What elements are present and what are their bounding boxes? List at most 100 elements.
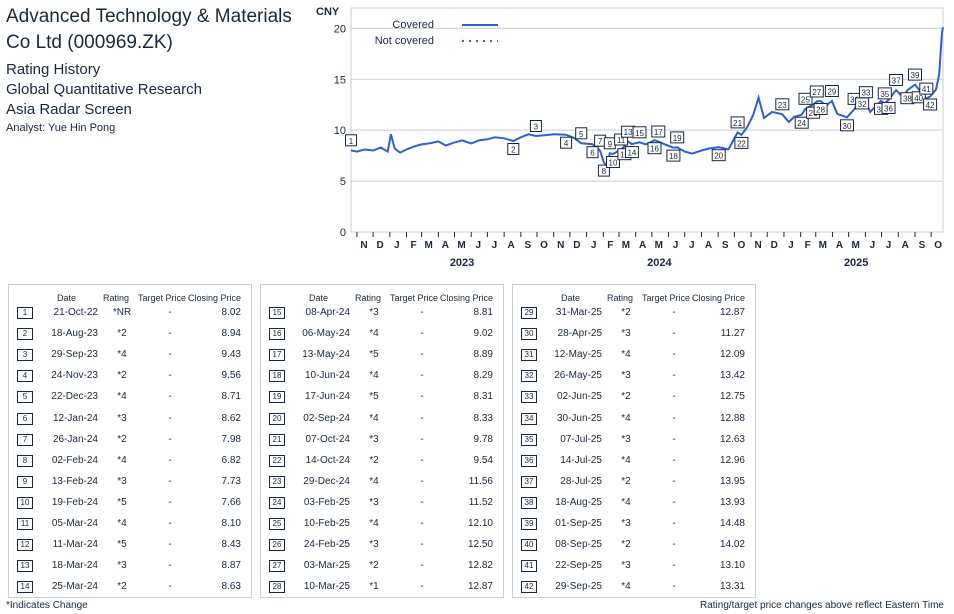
row-target-price: - (672, 370, 676, 382)
x-tick-label: D (376, 240, 383, 251)
row-rating: *4 (117, 518, 127, 529)
marker-label: 20 (714, 152, 723, 161)
row-date: 24-Feb-25 (303, 539, 350, 551)
row-date: 13-Feb-24 (51, 475, 98, 487)
row-closing-price: 11.52 (468, 496, 493, 508)
row-target-price: - (420, 496, 424, 508)
y-axis-label: CNY (316, 6, 340, 18)
subtitle-line: Asia Radar Screen (6, 101, 132, 118)
table-row: 6 12-Jan-24 *3 - 8.62 (9, 408, 251, 429)
subtitle-block: Rating History Global Quantitative Resea… (6, 60, 202, 120)
x-tick-label: A (705, 240, 712, 251)
x-tick-label: D (771, 240, 778, 251)
marker-label: 25 (801, 95, 810, 104)
marker-box (586, 146, 599, 159)
table-row: 23 29-Dec-24 *4 - 11.56 (261, 471, 503, 492)
row-number-box: 29 (521, 307, 537, 319)
row-target-price: - (672, 475, 676, 487)
x-tick-label: S (525, 240, 532, 251)
row-closing-price: 12.87 (467, 581, 493, 593)
row-date: 13-May-24 (302, 349, 350, 361)
rating-marker: 10 (606, 156, 620, 168)
rating-marker: 24 (794, 116, 809, 129)
row-rating: *5 (117, 539, 127, 551)
row-rating: *3 (369, 539, 379, 551)
row-rating: *3 (369, 433, 379, 445)
row-number-box: 34 (521, 412, 537, 425)
row-closing-price: 14.02 (719, 539, 745, 551)
row-date: 01-Sep-25 (555, 518, 602, 529)
table-row: 26 24-Feb-25 *3 - 12.50 (261, 534, 503, 555)
marker-box (889, 74, 904, 86)
row-date: 22-Dec-23 (51, 391, 98, 403)
marker-label: 18 (669, 152, 678, 161)
table-row: 4 24-Nov-23 *2 - 9.56 (9, 365, 251, 386)
row-number-box: 11 (17, 518, 33, 530)
marker-box (824, 85, 839, 97)
marker-label: 19 (673, 134, 682, 143)
x-tick-label: M (457, 240, 465, 251)
row-number-box: 14 (17, 581, 33, 594)
header-target: Target Price (642, 293, 691, 303)
row-rating: *2 (117, 328, 127, 340)
row-closing-price: 12.82 (467, 560, 493, 572)
marker-label: 34 (877, 105, 886, 114)
row-number-box: 1 (17, 307, 33, 319)
marker-label: 14 (627, 149, 636, 158)
row-number-box: 13 (17, 560, 33, 573)
row-target-price: - (420, 328, 424, 340)
y-tick-label: 0 (340, 227, 346, 239)
row-closing-price: 13.95 (719, 475, 745, 487)
marker-label: 26 (809, 109, 818, 118)
row-number-box: 22 (269, 454, 285, 467)
rating-marker: 35 (877, 87, 892, 100)
rating-marker: 36 (881, 102, 896, 114)
row-number-box: 39 (521, 518, 537, 530)
rating-marker: 20 (711, 149, 726, 162)
row-date: 07-Oct-24 (305, 433, 350, 445)
row-number-box: 28 (269, 581, 285, 594)
row-closing-price: 14.48 (719, 518, 745, 529)
marker-label: 16 (650, 145, 659, 154)
marker-label: 8 (602, 167, 607, 176)
header-rating: Rating (355, 293, 382, 303)
rating-marker: 1 (345, 134, 357, 147)
row-target-price: - (672, 581, 676, 593)
row-date: 06-May-24 (302, 328, 350, 340)
rating-marker: 9 (603, 137, 616, 150)
x-tick-label: A (442, 240, 449, 251)
row-closing-price: 13.42 (719, 370, 745, 382)
row-number-box: 12 (17, 539, 33, 552)
legend-not-covered-label: Not covered (375, 35, 434, 47)
rating-table-3: Date Rating Target Price Closing Price 29 31-… (512, 284, 756, 598)
row-rating: *2 (621, 307, 631, 318)
row-number-box: 38 (521, 496, 537, 509)
row-number-box: 9 (17, 475, 33, 488)
footnote-time: Rating/target price changes above reflec… (699, 600, 944, 611)
row-target-price: - (672, 391, 676, 403)
table-row: 35 07-Jul-25 *3 - 12.63 (513, 429, 755, 450)
row-closing-price: 8.02 (221, 307, 241, 318)
header-rating: Rating (607, 293, 634, 303)
marker-label: 22 (737, 139, 746, 148)
row-date: 08-Sep-25 (555, 539, 602, 551)
x-tick-label: J (689, 240, 695, 251)
x-tick-label: O (737, 240, 745, 251)
marker-box (647, 142, 662, 155)
rating-marker: 30 (840, 119, 854, 132)
x-tick-label: J (591, 240, 597, 251)
row-date: 10-Mar-25 (303, 581, 350, 593)
row-rating: *2 (621, 539, 631, 551)
row-target-price: - (672, 349, 676, 361)
row-target-price: - (420, 518, 424, 529)
row-closing-price: 8.29 (473, 370, 493, 382)
row-number-box: 27 (269, 560, 285, 573)
table-row: 8 02-Feb-24 *4 - 6.82 (9, 450, 251, 471)
row-rating: *2 (117, 433, 127, 445)
row-date: 26-May-25 (554, 370, 602, 382)
rating-marker: 17 (651, 125, 666, 138)
row-target-price: - (168, 560, 172, 572)
row-date: 10-Jun-24 (304, 370, 350, 382)
marker-box (881, 102, 896, 114)
marker-box (666, 149, 681, 162)
